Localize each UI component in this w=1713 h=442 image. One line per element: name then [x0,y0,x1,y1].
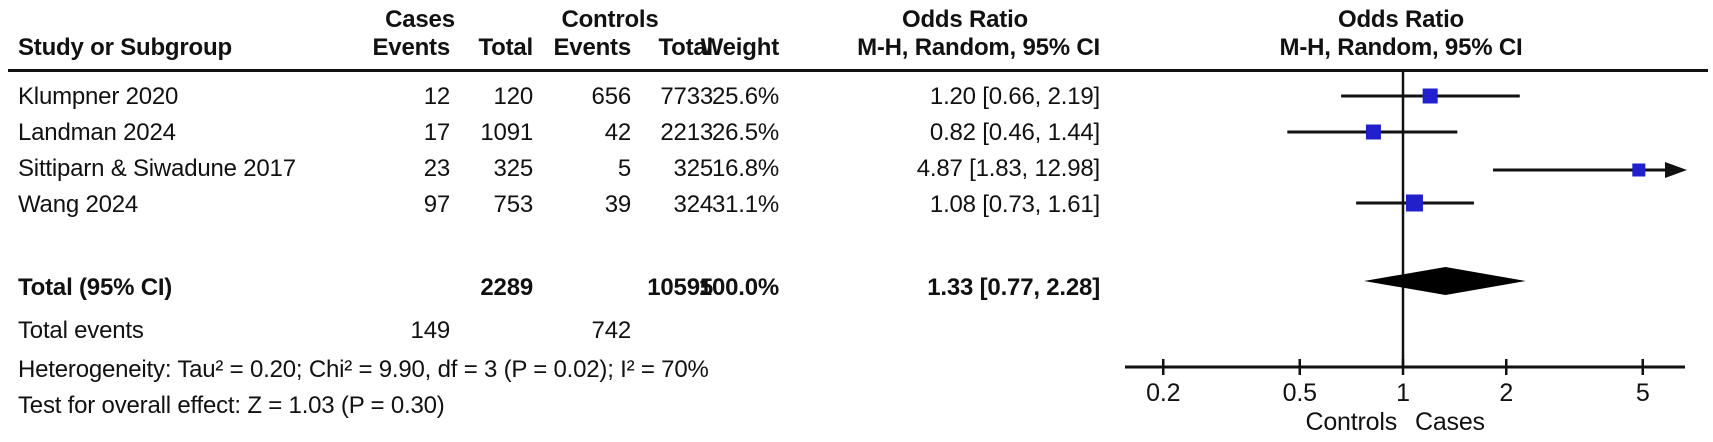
plot-subtitle: M-H, Random, 95% CI [1279,34,1523,61]
cases-total-column-header: Total [478,34,533,61]
effect-square [1405,194,1423,212]
cases-total-value: 120 [493,83,534,110]
odds-ratio-column-header: Odds Ratio [901,6,1029,33]
cases-events-column-header: Events [372,34,450,61]
or-ci-column-header: M-H, Random, 95% CI [857,34,1100,61]
table-row: Wang 2024 97 753 39 324 31.1% 1.08 [0.73… [0,191,1713,219]
total-events-controls-value: 742 [591,317,632,344]
study-label: Wang 2024 [18,191,139,218]
ci-arrow-right [1665,162,1687,178]
weight-column-header: Weight [700,34,780,61]
plot-title: Odds Ratio [1337,6,1465,33]
total-row: Total (95% CI) 2289 10595 100.0% 1.33 [0… [0,274,1713,302]
cases-events-value: 12 [423,83,450,110]
cases-events-value: 17 [423,119,450,146]
heterogeneity-row: Heterogeneity: Tau² = 0.20; Chi² = 9.90,… [0,356,1713,384]
x-axis-tick-label: 0.2 [1146,379,1180,407]
study-column-header: Study or Subgroup [18,34,232,61]
heterogeneity-text: Heterogeneity: Tau² = 0.20; Chi² = 9.90,… [18,356,709,383]
x-axis-tick-label: 2 [1499,379,1513,407]
overall-effect-row: Test for overall effect: Z = 1.03 (P = 0… [0,392,1713,420]
total-controls-value: 10595 [647,274,713,301]
controls-total-value: 2213 [660,119,713,146]
controls-events-value: 42 [604,119,631,146]
study-label: Landman 2024 [18,119,176,146]
controls-events-value: 656 [591,83,632,110]
total-events-cases-value: 149 [410,317,451,344]
controls-events-value: 39 [604,191,631,218]
weight-value: 16.8% [711,155,779,182]
controls-group-header: Controls [561,6,659,33]
effect-square [1632,163,1646,177]
total-events-row: Total events 149 742 [0,317,1713,345]
x-axis-tick-label: 1 [1396,379,1410,407]
controls-total-value: 7733 [660,83,713,110]
cases-events-value: 23 [423,155,450,182]
total-or-ci-value: 1.33 [0.77, 2.28] [927,274,1100,301]
cases-total-value: 753 [493,191,534,218]
controls-total-value: 325 [673,155,714,182]
weight-value: 31.1% [711,191,779,218]
controls-events-column-header: Events [553,34,631,61]
cases-group-header: Cases [385,6,455,33]
cases-total-value: 325 [493,155,534,182]
total-label: Total (95% CI) [18,274,173,301]
or-ci-value: 4.87 [1.83, 12.98] [916,155,1100,182]
or-ci-value: 1.08 [0.73, 1.61] [929,191,1100,218]
x-axis-tick-label: 0.5 [1283,379,1317,407]
effect-square [1422,88,1438,104]
table-row: Klumpner 2020 12 120 656 7733 25.6% 1.20… [0,83,1713,111]
pooled-diamond [1364,267,1526,295]
weight-value: 26.5% [711,119,779,146]
weight-value: 25.6% [711,83,779,110]
cases-total-value: 1091 [480,119,533,146]
overall-effect-text: Test for overall effect: Z = 1.03 (P = 0… [18,392,445,419]
total-weight-value: 100.0% [698,274,779,301]
header-column-row: Study or Subgroup Events Total Events To… [0,34,1713,62]
or-ci-value: 1.20 [0.66, 2.19] [929,83,1100,110]
study-label: Klumpner 2020 [18,83,179,110]
controls-total-value: 324 [673,191,714,218]
table-row: Sittiparn & Siwadune 2017 23 325 5 325 1… [0,155,1713,183]
study-label: Sittiparn & Siwadune 2017 [18,155,296,182]
controls-events-value: 5 [617,155,631,182]
header-divider-line [8,69,1708,72]
x-axis-label-left: Controls [1306,408,1398,436]
controls-total-column-header: Total [658,34,713,61]
x-axis-label-right: Cases [1415,408,1485,436]
effect-square [1365,124,1381,140]
table-row: Landman 2024 17 1091 42 2213 26.5% 0.82 … [0,119,1713,147]
total-events-label: Total events [18,317,144,344]
x-axis-tick-label: 5 [1636,379,1650,407]
cases-events-value: 97 [423,191,450,218]
header-group-row: Cases Controls Odds Ratio Odds Ratio [0,6,1713,34]
or-ci-value: 0.82 [0.46, 1.44] [929,119,1100,146]
total-cases-value: 2289 [480,274,533,301]
